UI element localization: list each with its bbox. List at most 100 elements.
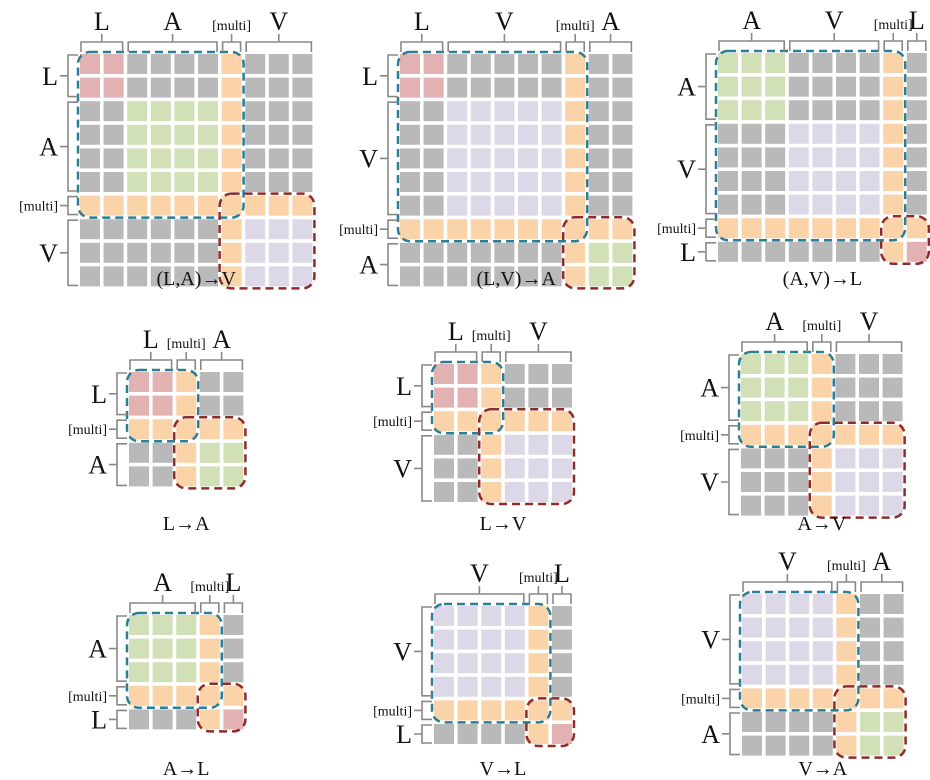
mask-panel-5: L L [multi] [multi] V V L→V: [373, 317, 576, 535]
mask-cell: [742, 594, 762, 614]
mask-cell: [423, 77, 444, 98]
column-bracket: [835, 334, 903, 352]
mask-cell: [836, 688, 857, 709]
mask-cell: [150, 148, 171, 169]
mask-cell: [860, 641, 880, 662]
mask-cell: [292, 101, 313, 122]
mask-cell: [811, 401, 832, 422]
row-label: L: [680, 238, 696, 267]
mask-cell: [434, 724, 454, 744]
mask-cell: [470, 54, 491, 74]
mask-cell: [859, 241, 880, 262]
mask-cell: [541, 172, 562, 192]
mask-cell: [588, 148, 609, 169]
mask-cell: [494, 266, 515, 287]
mask-cell: [906, 218, 927, 239]
row-label: [multi]: [657, 222, 696, 237]
target-attention-box: [561, 215, 636, 290]
mask-cell: [127, 124, 148, 145]
mask-cell: [764, 495, 785, 516]
mask-cell: [883, 594, 904, 614]
mask-cell: [811, 472, 832, 492]
mask-cell: [883, 241, 904, 262]
mask-cell: [494, 172, 515, 192]
row-bracket: [60, 219, 78, 287]
mask-cell: [789, 617, 810, 638]
mask-cell: [434, 411, 454, 432]
mask-cell: [174, 266, 195, 287]
row-label: V: [393, 637, 412, 666]
row-bracket: [721, 354, 739, 421]
mask-cell: [859, 100, 880, 121]
column-bracket: [127, 34, 218, 52]
mask-cell: [470, 101, 491, 122]
mask-cell: [811, 377, 832, 398]
column-label: L: [225, 568, 241, 597]
column-bracket: [836, 574, 857, 592]
mask-cells: [742, 594, 904, 756]
column-label: V: [470, 559, 489, 588]
mask-cell: [504, 411, 525, 432]
mask-cell: [765, 735, 786, 756]
mask-cell: [423, 54, 444, 74]
column-label: [multi]: [519, 571, 558, 586]
column-label: A: [153, 568, 172, 597]
column-label: L: [94, 7, 110, 36]
row-bracket: [380, 243, 398, 287]
mask-cell: [223, 638, 244, 659]
mask-cell: [174, 124, 195, 145]
mask-cell: [612, 101, 633, 122]
mask-cell: [718, 218, 738, 239]
mask-cell: [528, 387, 549, 408]
mask-cell: [481, 387, 502, 408]
panel-caption: (L,A)→V: [156, 268, 236, 290]
mask-cell: [221, 172, 242, 192]
mask-cell: [80, 195, 100, 216]
mask-cell: [423, 172, 444, 192]
mask-cell: [528, 364, 549, 384]
mask-cell: [400, 124, 420, 145]
mask-cell: [552, 434, 572, 455]
mask-cell: [588, 124, 609, 145]
mask-cell: [528, 676, 549, 697]
mask-cell: [836, 664, 857, 685]
mask-cell: [504, 700, 525, 721]
mask-cell: [552, 364, 572, 384]
row-bracket: [60, 101, 78, 192]
mask-cell: [103, 54, 124, 74]
row-label: [multi]: [373, 415, 412, 430]
mask-cell: [528, 653, 549, 674]
column-label: [multi]: [802, 319, 841, 334]
mask-cell: [859, 171, 880, 191]
mask-cell: [812, 147, 833, 168]
mask-cell: [481, 606, 502, 626]
mask-panel-6: A A [multi] [multi] V V A→V: [680, 307, 906, 535]
source-attention-box: [714, 49, 907, 242]
mask-cell: [292, 54, 313, 74]
panel-caption: A→V: [797, 513, 846, 535]
mask-cell: [765, 123, 786, 144]
mask-cell: [221, 219, 242, 240]
mask-cell: [423, 148, 444, 169]
mask-cell: [174, 54, 195, 74]
mask-cell: [788, 495, 809, 516]
mask-cell: [245, 242, 266, 263]
row-label: A: [700, 374, 719, 403]
mask-cell: [859, 218, 880, 239]
row-label: L: [42, 62, 58, 91]
target-attention-box: [833, 685, 907, 759]
column-bracket: [565, 34, 585, 52]
column-bracket: [718, 33, 785, 51]
mask-cell: [552, 653, 572, 674]
column-label: V: [269, 7, 288, 36]
column-bracket: [742, 574, 833, 592]
mask-cell: [129, 662, 149, 683]
column-bracket: [907, 33, 927, 51]
mask-cells: [434, 364, 572, 502]
mask-cell: [103, 266, 124, 287]
mask-cell: [588, 195, 609, 216]
mask-cell: [860, 594, 880, 614]
row-label: V: [701, 625, 720, 654]
mask-cell: [859, 448, 879, 469]
mask-cell: [268, 195, 289, 216]
